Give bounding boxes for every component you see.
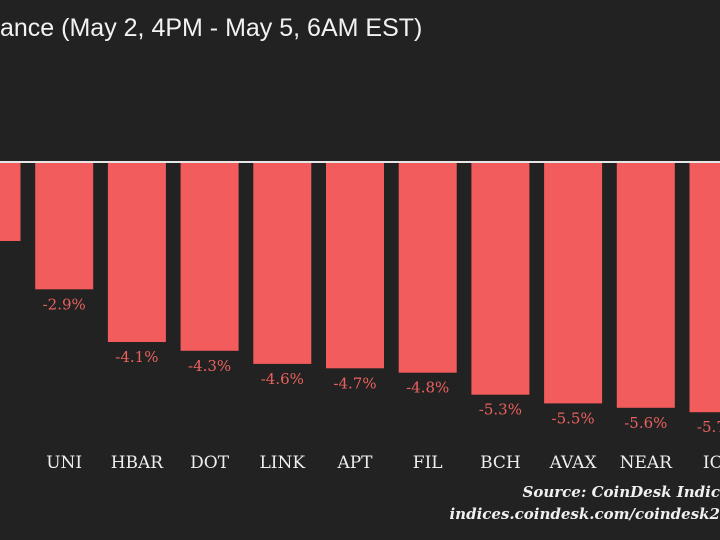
source-note: Source: CoinDesk Indic indices.coindesk.… [449, 481, 720, 525]
bar-dot [180, 162, 239, 351]
x-tick-label: APT [336, 453, 373, 473]
x-tick-label: FIL [413, 453, 443, 473]
data-label: -5.7% [697, 418, 720, 436]
data-label: -5.6% [624, 414, 667, 432]
data-label: -2.9% [43, 295, 86, 313]
data-label: -4.8% [406, 379, 449, 397]
bar-icp [689, 162, 720, 413]
data-label: -5.5% [552, 409, 595, 427]
bar-item-0 [0, 162, 21, 241]
bar-uni [35, 162, 94, 290]
x-tick-label: UNI [46, 453, 82, 473]
x-tick-label: DOT [190, 453, 230, 473]
bar-link [253, 162, 312, 364]
x-tick-label: AVAX [549, 453, 598, 473]
bar-bch [471, 162, 530, 395]
x-tick-label: BCH [480, 453, 521, 473]
x-tick-label: LINK [260, 453, 306, 473]
data-label: -4.1% [115, 348, 158, 366]
source-url: indices.coindesk.com/coindesk2 [449, 505, 720, 523]
data-label: -5.3% [479, 401, 522, 419]
source-line: Source: CoinDesk Indic [522, 483, 720, 501]
data-label: -4.3% [188, 357, 231, 375]
bar-hbar [107, 162, 166, 342]
x-tick-label: HBAR [111, 453, 165, 473]
x-tick-label: ICP [703, 453, 720, 473]
chart-title: ance (May 2, 4PM - May 5, 6AM EST) [0, 14, 423, 42]
data-label: -4.6% [261, 370, 304, 388]
bar-near [616, 162, 675, 408]
x-tick-label: NEAR [620, 453, 674, 473]
bar-avax [544, 162, 603, 404]
data-label: -4.7% [333, 374, 376, 392]
bar-apt [326, 162, 384, 369]
bar-fil [398, 162, 457, 373]
